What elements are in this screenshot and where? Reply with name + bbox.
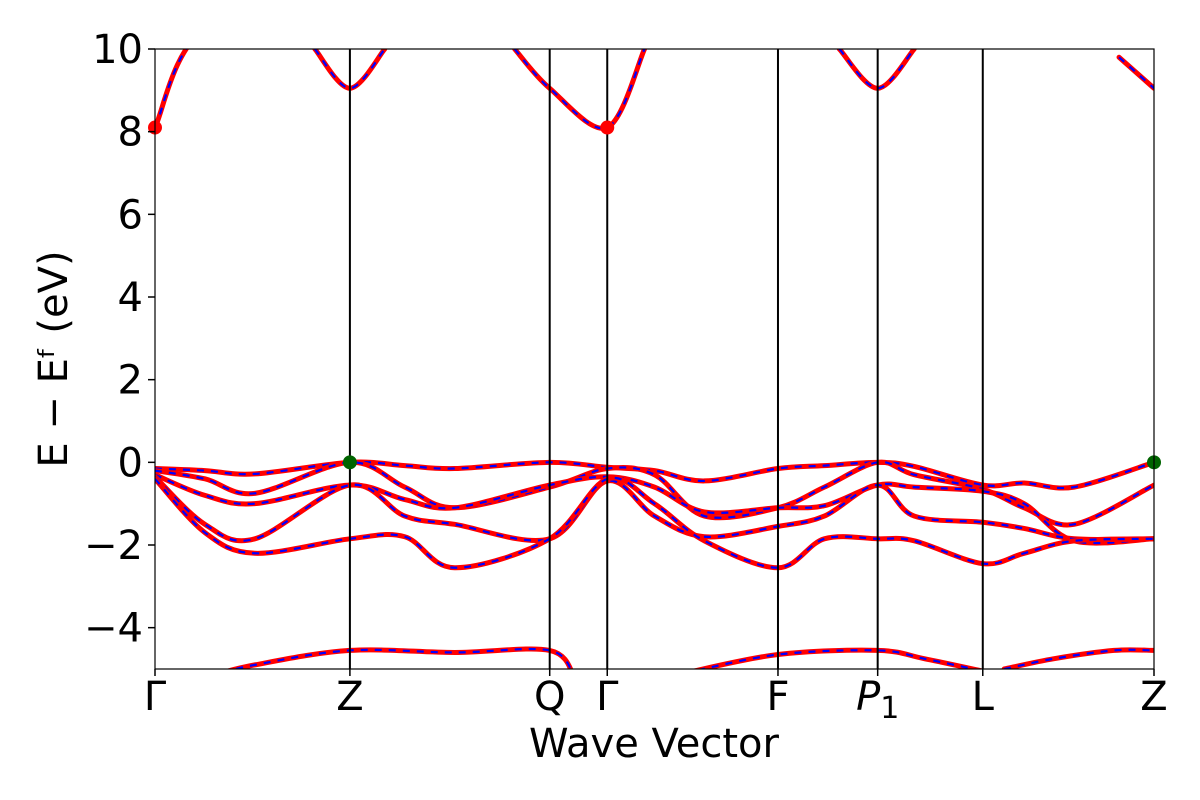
- band-line-up-12: [1001, 647, 1154, 669]
- vbm-marker-2: [342, 455, 357, 470]
- y-tick-label-0: −4: [84, 606, 143, 652]
- y-axis-title: E − Eᶠ (eV): [31, 250, 77, 467]
- y-tick-label-7: 10: [92, 27, 143, 73]
- x-tick-label-4: F: [766, 674, 789, 720]
- y-tick-label-1: −2: [84, 523, 143, 569]
- y-tick-label-2: 0: [118, 440, 143, 486]
- band-line-down-3: [838, 49, 916, 90]
- band-line-down-8: [155, 476, 1154, 542]
- y-tick-label-4: 4: [118, 275, 143, 321]
- x-tick-label-1: Z: [336, 674, 363, 720]
- band-line-up-2: [512, 49, 648, 131]
- x-tick-label-3: Γ: [596, 674, 619, 720]
- band-line-down-6: [155, 460, 1154, 527]
- x-tick-label-5: P1: [856, 674, 899, 726]
- x-axis-ticks: Γ Z Q Γ F P1 L Z: [144, 669, 1168, 726]
- y-tick-label-5: 6: [118, 192, 143, 238]
- y-tick-label-3: 2: [118, 358, 143, 404]
- x-tick-label-7: Z: [1140, 674, 1167, 720]
- x-tick-label-2: Q: [534, 674, 565, 720]
- x-axis-title: Wave Vector: [529, 721, 780, 767]
- cbm-marker-1: [600, 120, 615, 135]
- high-symmetry-lines: [348, 49, 984, 669]
- plot-frame: [154, 48, 1155, 670]
- bands-layer: [155, 49, 1154, 669]
- band-line-down-2: [513, 49, 646, 130]
- band-line-down-4: [1118, 56, 1154, 90]
- y-axis-ticks: −4 −2 0 2 4 6 8 10: [84, 27, 155, 652]
- y-tick-label-6: 8: [118, 110, 143, 156]
- x-tick-label-6: L: [972, 674, 995, 720]
- band-line-down-0: [155, 49, 188, 129]
- band-line-up-0: [155, 49, 190, 131]
- band-line-up-4: [1116, 54, 1154, 91]
- x-tick-label-0: Γ: [144, 674, 167, 720]
- band-line-down-11: [698, 649, 979, 669]
- band-line-down-10: [231, 647, 572, 669]
- extremum-markers: [148, 120, 1161, 470]
